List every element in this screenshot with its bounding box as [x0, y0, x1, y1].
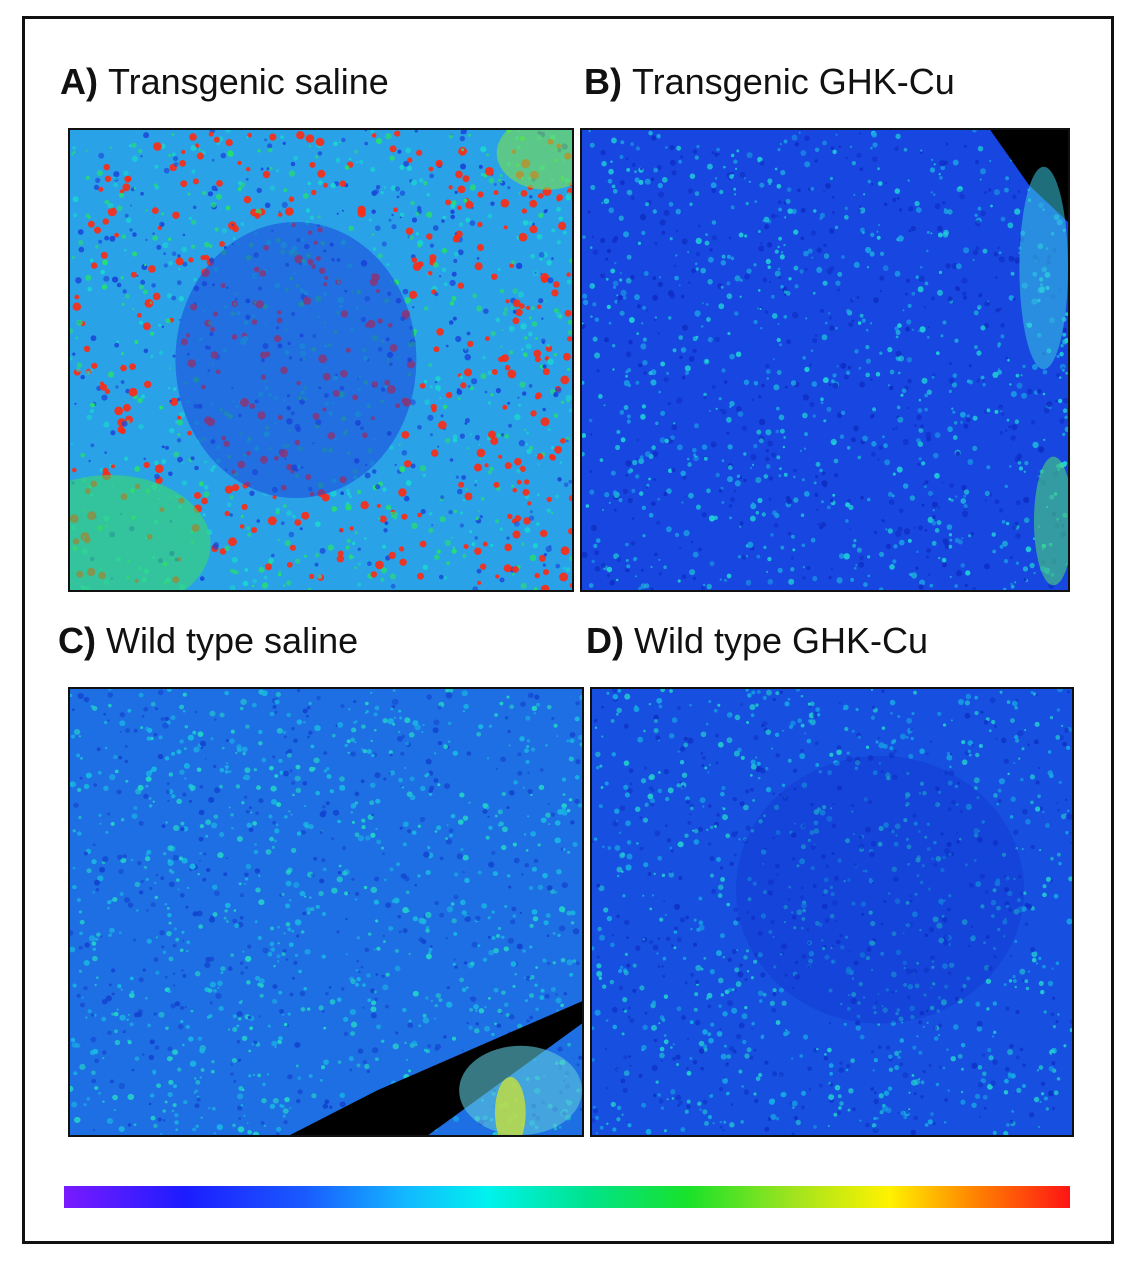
panel-b-letter: B): [584, 61, 622, 102]
panel-d-letter: D): [586, 620, 624, 661]
panel-a-texture: [70, 130, 572, 590]
panel-c-heatmap: [70, 689, 582, 1135]
panel-b-region-1: [1019, 166, 1068, 370]
panel-b-heatmap: [582, 130, 1068, 590]
panel-c-texture: [70, 689, 582, 1135]
figure-frame: [22, 16, 1114, 1244]
panel-c-tissue-gap-0: [290, 1001, 582, 1135]
panel-d-texture: [592, 689, 1072, 1135]
panel-b-texture: [582, 130, 1068, 590]
panel-d-background: [592, 689, 1072, 1135]
panel-d-image: [590, 687, 1074, 1137]
panel-a-title: Transgenic saline: [108, 61, 389, 102]
panel-d-label: D) Wild type GHK-Cu: [586, 623, 928, 659]
panel-b-background: [582, 130, 1068, 590]
panel-a-letter: A): [60, 61, 98, 102]
panel-d-heatmap: [592, 689, 1072, 1135]
panel-b-image: [580, 128, 1070, 592]
panel-a-region-1: [70, 475, 211, 590]
panel-d-region-0: [736, 755, 1024, 1024]
panel-d-title: Wild type GHK-Cu: [634, 620, 929, 661]
panel-c-letter: C): [58, 620, 96, 661]
panel-c-label: C) Wild type saline: [58, 623, 358, 659]
panel-a-region-2: [496, 130, 572, 190]
panel-b-label: B) Transgenic GHK-Cu: [584, 64, 955, 100]
panel-b-title: Transgenic GHK-Cu: [632, 61, 955, 102]
panel-b-region-2: [1033, 456, 1068, 586]
panel-a-image: [68, 128, 574, 592]
panel-a-label: A) Transgenic saline: [60, 64, 389, 100]
panel-c-image: [68, 687, 584, 1137]
intensity-colorbar: [64, 1186, 1070, 1208]
panel-a-region-0: [175, 222, 417, 498]
panel-c-title: Wild type saline: [106, 620, 359, 661]
panel-c-region-2: [494, 1077, 526, 1135]
panel-a-heatmap: [70, 130, 572, 590]
